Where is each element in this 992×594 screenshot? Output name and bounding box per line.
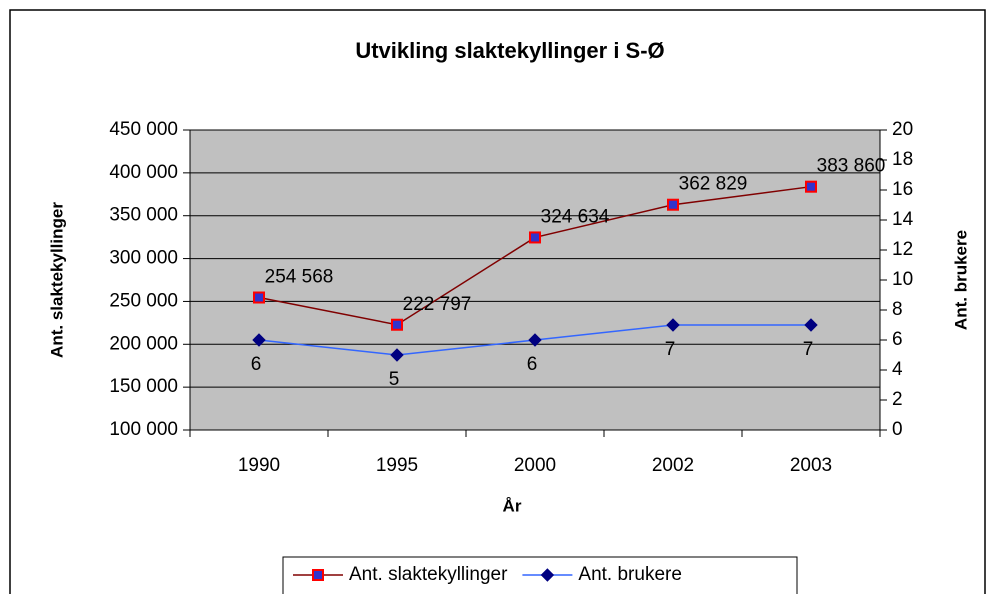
data-label: 6 <box>527 354 538 375</box>
y2-tick-label: 8 <box>892 299 903 320</box>
legend-marker <box>312 569 324 581</box>
chart-title: Utvikling slaktekyllinger i S-Ø <box>355 38 664 63</box>
data-point <box>804 318 818 332</box>
data-point <box>667 198 679 211</box>
y2-tick-label: 0 <box>892 419 903 440</box>
x-tick-label: 1995 <box>376 455 418 476</box>
data-label: 383 860 <box>817 156 886 177</box>
y2-tick-label: 20 <box>892 119 913 140</box>
y-tick-label: 450 000 <box>109 119 178 140</box>
data-point <box>666 318 680 332</box>
data-label: 362 829 <box>679 174 748 195</box>
data-label: 7 <box>803 339 814 360</box>
y2-tick-label: 6 <box>892 329 903 350</box>
data-point <box>528 333 542 347</box>
x-tick-label: 2002 <box>652 455 694 476</box>
y-tick-label: 150 000 <box>109 376 178 397</box>
plot-area <box>190 130 880 430</box>
legend-label: Ant. brukere <box>578 564 682 585</box>
y-tick-label: 300 000 <box>109 248 178 269</box>
y2-tick-label: 16 <box>892 179 913 200</box>
y2-tick-label: 14 <box>892 209 914 230</box>
x-tick-label: 1990 <box>238 455 280 476</box>
data-label: 324 634 <box>541 206 610 227</box>
y-tick-label: 250 000 <box>109 290 178 311</box>
y2-tick-label: 10 <box>892 269 913 290</box>
y-tick-label: 200 000 <box>109 333 178 354</box>
x-tick-label: 2000 <box>514 455 556 476</box>
y2-tick-label: 4 <box>892 359 903 380</box>
y2-tick-label: 12 <box>892 239 913 260</box>
y2-tick-label: 2 <box>892 389 903 410</box>
y-tick-label: 100 000 <box>109 419 178 440</box>
data-label: 7 <box>665 339 676 360</box>
data-point <box>252 333 266 347</box>
data-label: 6 <box>251 354 262 375</box>
data-label: 5 <box>389 369 400 390</box>
data-point <box>805 180 817 193</box>
data-label: 254 568 <box>265 267 334 288</box>
data-point <box>529 231 541 244</box>
legend-label: Ant. slaktekyllinger <box>349 564 508 585</box>
data-point <box>391 318 403 331</box>
legend-marker <box>540 568 555 582</box>
x-axis-title: År <box>503 496 522 515</box>
data-point <box>390 348 404 362</box>
x-tick-label: 2003 <box>790 455 832 476</box>
data-point <box>253 291 265 304</box>
y-axis-title: Ant. slaktekyllinger <box>47 202 66 358</box>
y2-axis-title: Ant. brukere <box>951 230 970 330</box>
y2-tick-label: 18 <box>892 149 913 170</box>
y-tick-label: 400 000 <box>109 162 178 183</box>
data-label: 222 797 <box>403 294 472 315</box>
y-tick-label: 350 000 <box>109 205 178 226</box>
